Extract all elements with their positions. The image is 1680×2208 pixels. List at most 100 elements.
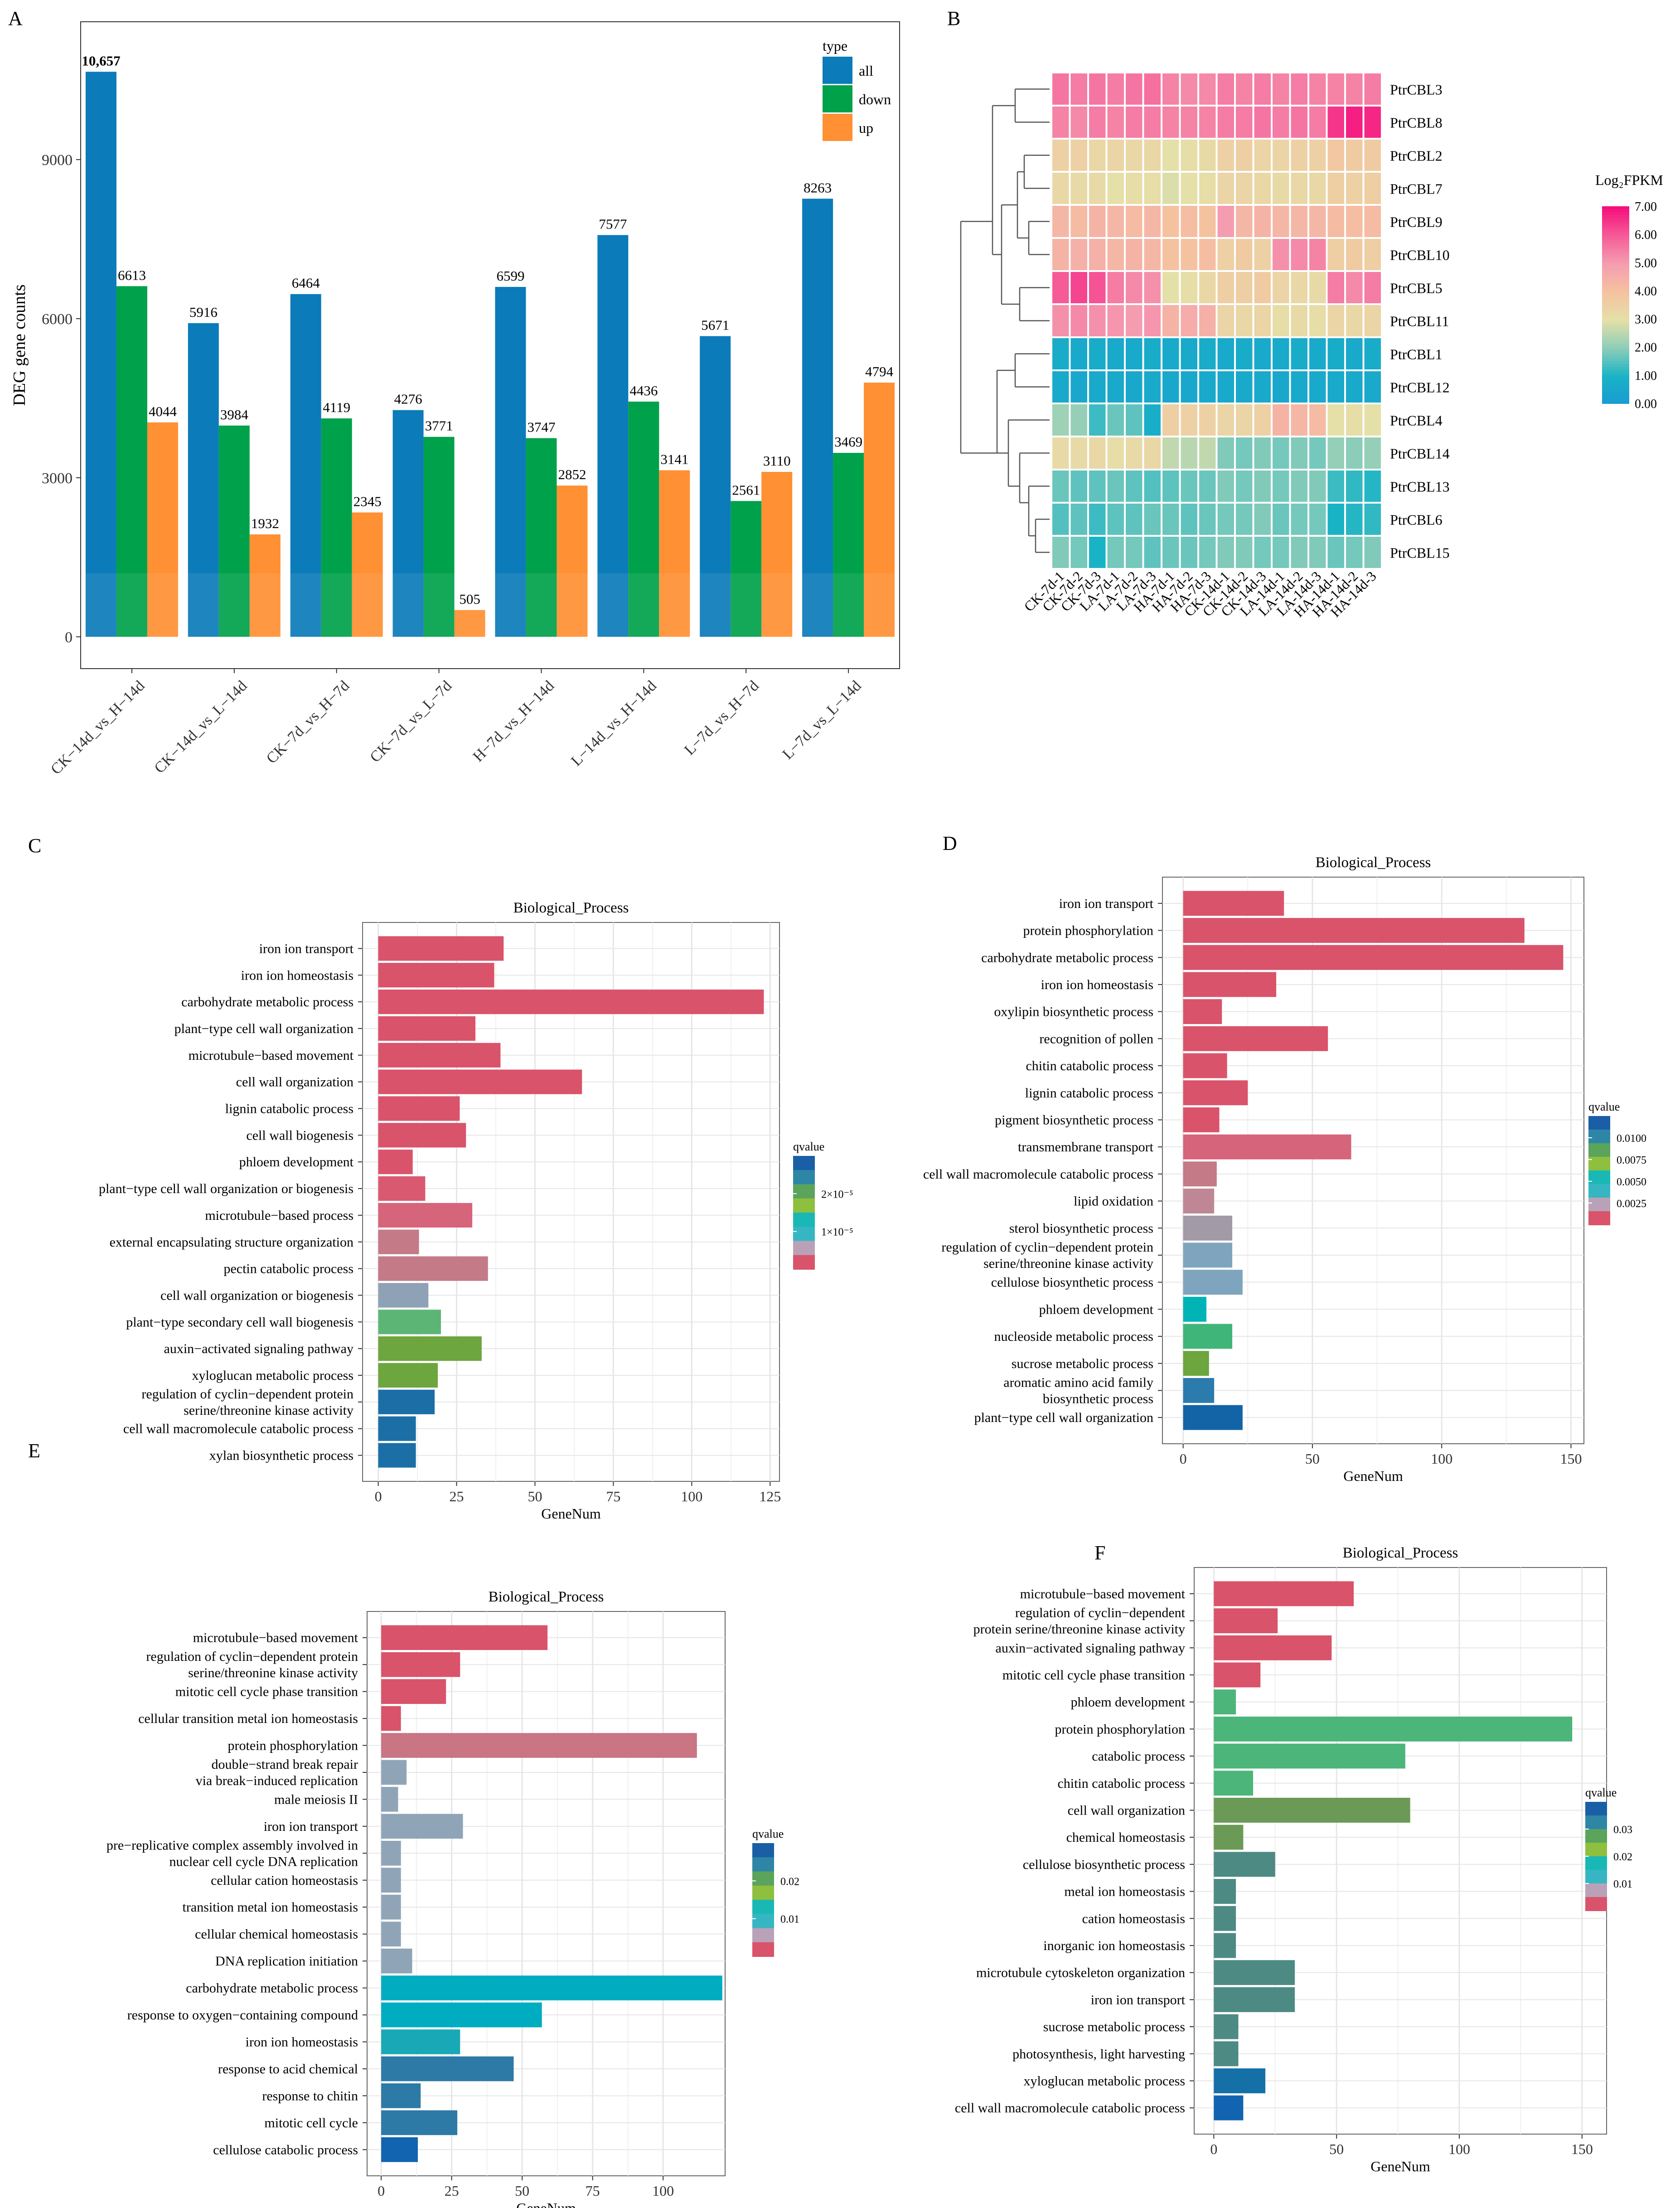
category-label: phloem development (1071, 1695, 1186, 1710)
bar-base-shade (116, 573, 147, 637)
heatmap-cell (1289, 270, 1309, 305)
bar (1214, 1933, 1236, 1958)
legend-gradient-step (1602, 381, 1629, 384)
heatmap-cell (1051, 469, 1071, 504)
bar (1183, 1324, 1233, 1349)
heatmap-cell (1289, 369, 1309, 404)
row-label: PtrCBL13 (1390, 479, 1450, 495)
category-label: iron ion transport (1059, 896, 1154, 911)
category-label: chitin catabolic process (1026, 1058, 1153, 1073)
heatmap-cell (1161, 469, 1181, 504)
bar-base-shade (218, 573, 250, 637)
heatmap-cell (1179, 303, 1199, 338)
legend-gradient-step (1588, 1116, 1610, 1130)
category-label: inorganic ion homeostasis (1043, 1938, 1185, 1953)
heatmap-cell (1252, 303, 1273, 338)
heatmap-cell (1326, 436, 1346, 471)
category-label: regulation of cyclin−dependent (1015, 1606, 1186, 1621)
heatmap-cell (1161, 303, 1181, 338)
legend-gradient-step (1588, 1184, 1610, 1198)
x-tick-label: 25 (450, 1488, 464, 1504)
bar (381, 1814, 463, 1839)
heatmap-cell (1252, 171, 1273, 206)
legend-title: qvalue (793, 1140, 824, 1153)
heatmap-cell (1252, 535, 1273, 570)
legend-gradient-step (793, 1255, 815, 1270)
category-label: carbohydrate metabolic process (981, 950, 1153, 965)
category-label: cellulose biosynthetic process (1023, 1857, 1185, 1872)
heatmap-cell (1307, 436, 1328, 471)
legend-gradient-step (1602, 321, 1629, 325)
bar-up (147, 422, 178, 637)
heatmap-cell (1344, 171, 1365, 206)
heatmap-cell (1124, 436, 1144, 471)
heatmap-cell (1326, 469, 1346, 504)
legend-gradient-step (1602, 268, 1629, 272)
heatmap-cell (1362, 535, 1383, 570)
y-tick-label: 3000 (42, 470, 73, 487)
heatmap-cell (1161, 72, 1181, 107)
legend-tick-label: 4.00 (1635, 284, 1657, 298)
heatmap-cell (1234, 369, 1254, 404)
heatmap-cell (1179, 336, 1199, 371)
heatmap-cell (1215, 336, 1236, 371)
bar-base-shade (833, 573, 864, 637)
heatmap-cell (1179, 138, 1199, 173)
bar (1183, 1189, 1215, 1214)
category-label: lipid oxidation (1074, 1194, 1153, 1209)
heatmap-cell (1307, 303, 1328, 338)
heatmap-cell (1197, 369, 1218, 404)
category-label: chemical homeostasis (1066, 1830, 1185, 1845)
data-label: 5916 (189, 304, 218, 320)
x-tick-label: 0 (375, 1488, 382, 1504)
legend-label: all (859, 63, 873, 79)
data-label: 505 (459, 591, 480, 607)
heatmap-cell (1215, 403, 1236, 437)
heatmap-cell (1051, 336, 1071, 371)
category-label: iron ion transport (264, 1819, 358, 1834)
legend-gradient-step (1602, 240, 1629, 243)
category-label: xyloglucan metabolic process (192, 1368, 353, 1383)
row-label: PtrCBL5 (1390, 280, 1443, 296)
category-label: microtubule cytoskeleton organization (976, 1965, 1185, 1980)
legend-gradient-step (1602, 209, 1629, 213)
category-label: plant−type secondary cell wall biogenesi… (126, 1315, 353, 1330)
category-label: auxin−activated signaling pathway (164, 1341, 353, 1356)
heatmap-cell (1326, 72, 1346, 107)
data-label: 4119 (323, 399, 350, 415)
plot-frame (1194, 1567, 1607, 2135)
legend-tick-label: 0.0050 (1617, 1176, 1646, 1188)
heatmap-cell (1289, 303, 1309, 338)
x-tick-label: H−7d_vs_H−14d (470, 677, 558, 765)
heatmap-cell (1344, 204, 1365, 239)
legend-swatch-up (823, 114, 852, 141)
heatmap-cell (1362, 138, 1383, 173)
legend-title: qvalue (752, 1827, 784, 1840)
legend-label: down (859, 91, 891, 107)
bar (381, 1679, 446, 1704)
legend-tick-label: 0.00 (1635, 397, 1657, 411)
heatmap-cell (1051, 303, 1071, 338)
heatmap-cell (1124, 469, 1144, 504)
bar (378, 1389, 435, 1414)
heatmap-cell (1142, 72, 1162, 107)
row-label: PtrCBL4 (1390, 412, 1443, 429)
heatmap-cell (1326, 105, 1346, 140)
heatmap-cell (1087, 105, 1108, 140)
bar (378, 1016, 476, 1041)
legend-title: type (823, 38, 847, 54)
legend-gradient-step (1602, 344, 1629, 348)
heatmap-cell (1105, 237, 1126, 272)
legend-gradient-step (1602, 392, 1629, 396)
heatmap-cell (1069, 237, 1089, 272)
legend-gradient-step (1602, 330, 1629, 334)
bar-all (188, 323, 219, 637)
legend-tick-label: 1×10⁻⁵ (821, 1227, 853, 1238)
heatmap-cell (1142, 138, 1162, 173)
legend-gradient-step (1602, 307, 1629, 311)
legend-tick-label: 0.0075 (1617, 1155, 1646, 1166)
bar (1183, 1351, 1209, 1376)
legend-gradient-step (1585, 1856, 1607, 1870)
